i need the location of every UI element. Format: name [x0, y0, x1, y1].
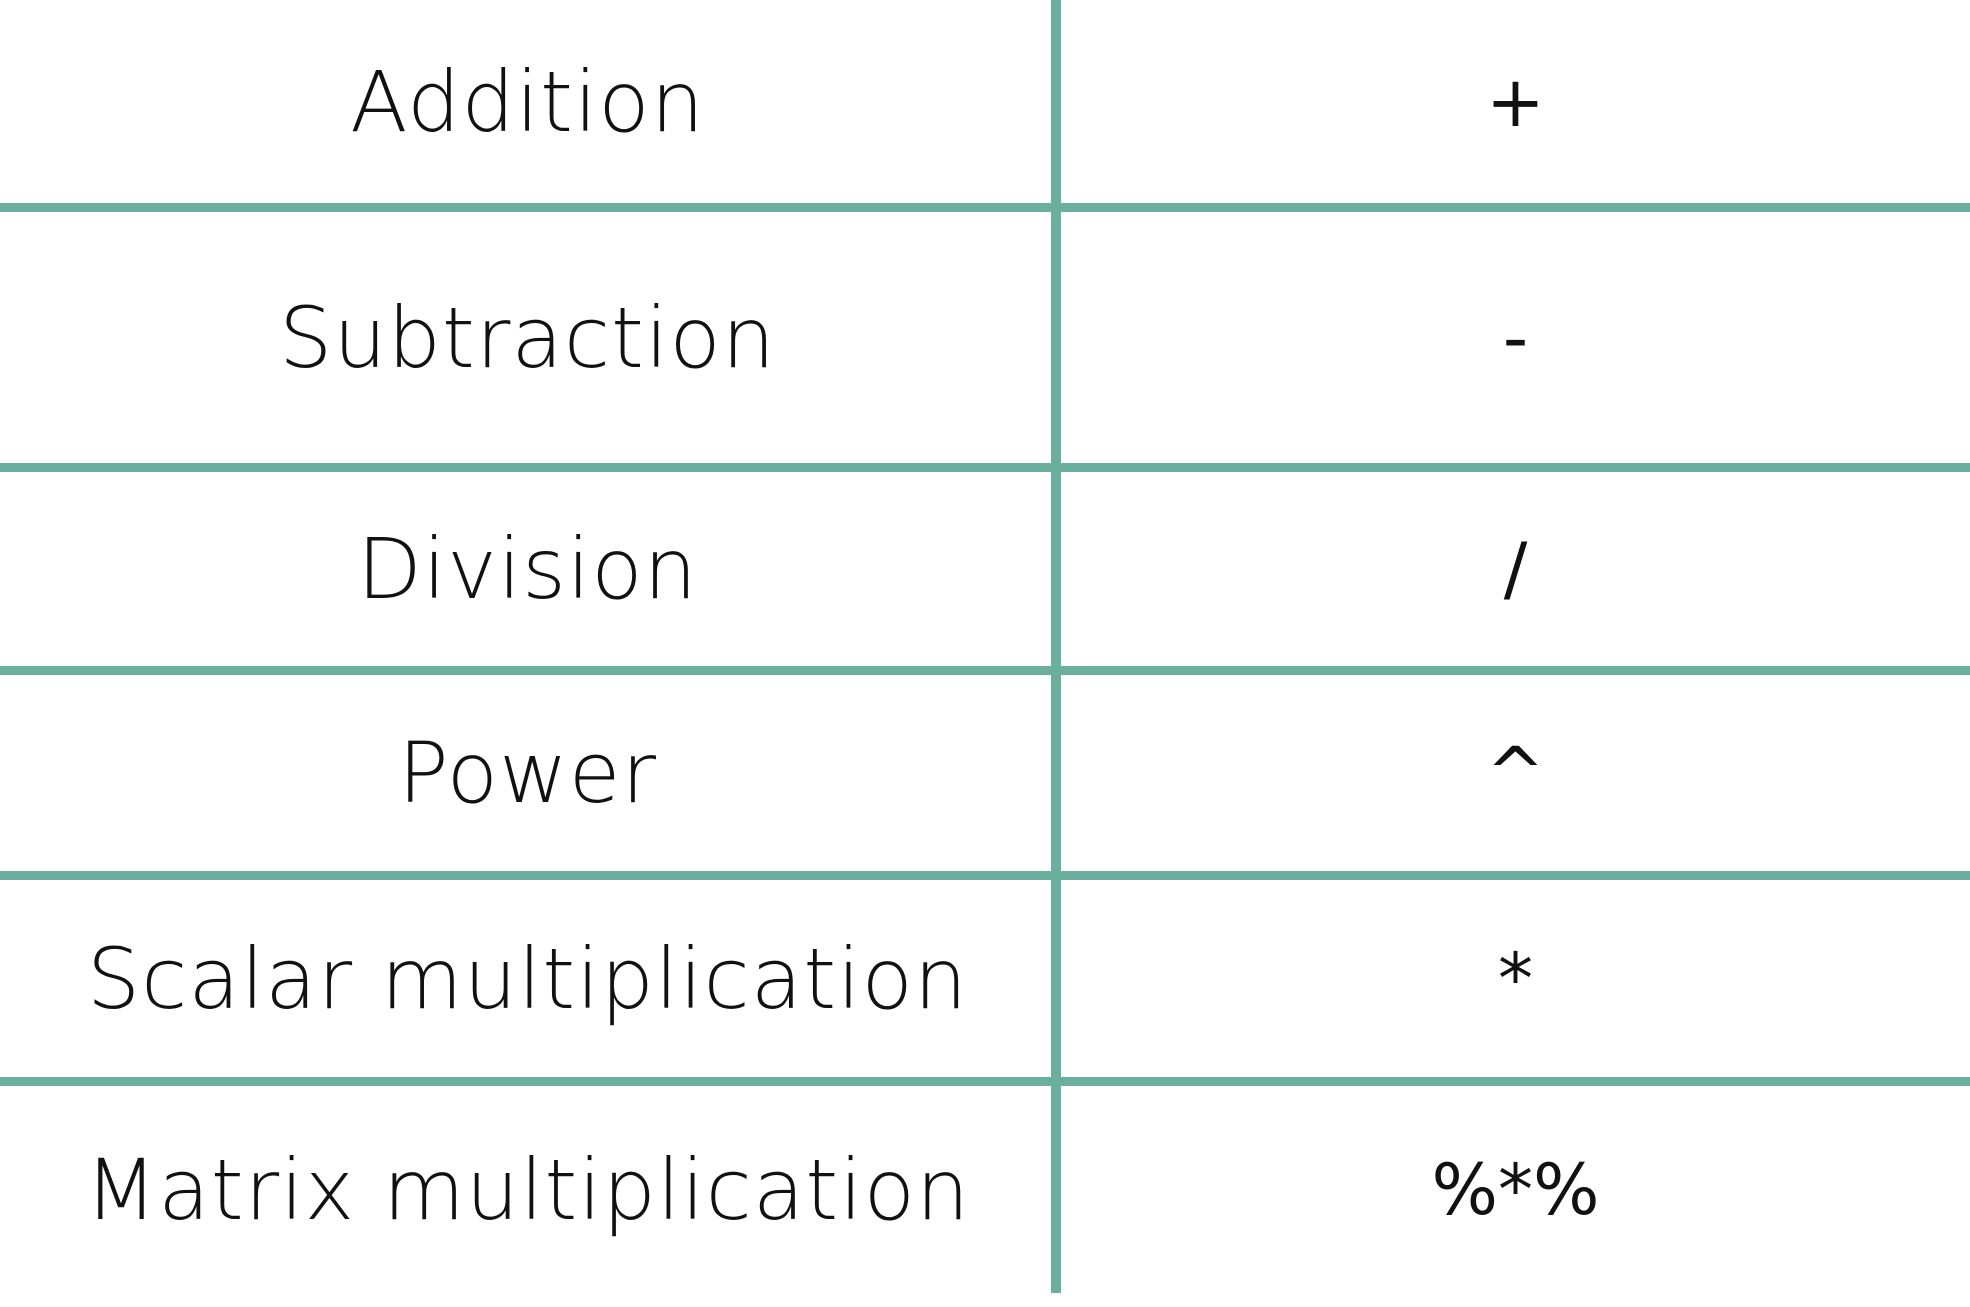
- operator-symbol: *: [1498, 937, 1533, 1020]
- operation-name: Power: [398, 724, 657, 822]
- operator-symbol: /: [1503, 528, 1528, 610]
- row-divider: [0, 463, 1970, 472]
- operation-name: Scalar multiplication: [86, 929, 969, 1028]
- table-row: Subtraction -: [0, 212, 1970, 463]
- row-divider: [0, 203, 1970, 212]
- table-row: Addition +: [0, 0, 1970, 203]
- table-row: Scalar multiplication *: [0, 880, 1970, 1077]
- operation-name: Subtraction: [279, 288, 776, 387]
- operator-symbol: %*%: [1431, 1148, 1600, 1231]
- operator-symbol: -: [1502, 296, 1529, 379]
- operator-symbol: ^: [1486, 732, 1545, 814]
- column-divider: [1051, 0, 1061, 1293]
- row-divider: [0, 871, 1970, 880]
- operation-name: Matrix multiplication: [84, 1140, 971, 1239]
- table-row: Matrix multiplication %*%: [0, 1086, 1970, 1293]
- table-row: Power ^: [0, 675, 1970, 871]
- row-divider: [0, 1077, 1970, 1086]
- operation-name: Division: [357, 520, 698, 618]
- table-row: Division /: [0, 472, 1970, 666]
- operator-symbol: +: [1486, 60, 1545, 143]
- operation-name: Addition: [350, 52, 705, 151]
- row-divider: [0, 666, 1970, 675]
